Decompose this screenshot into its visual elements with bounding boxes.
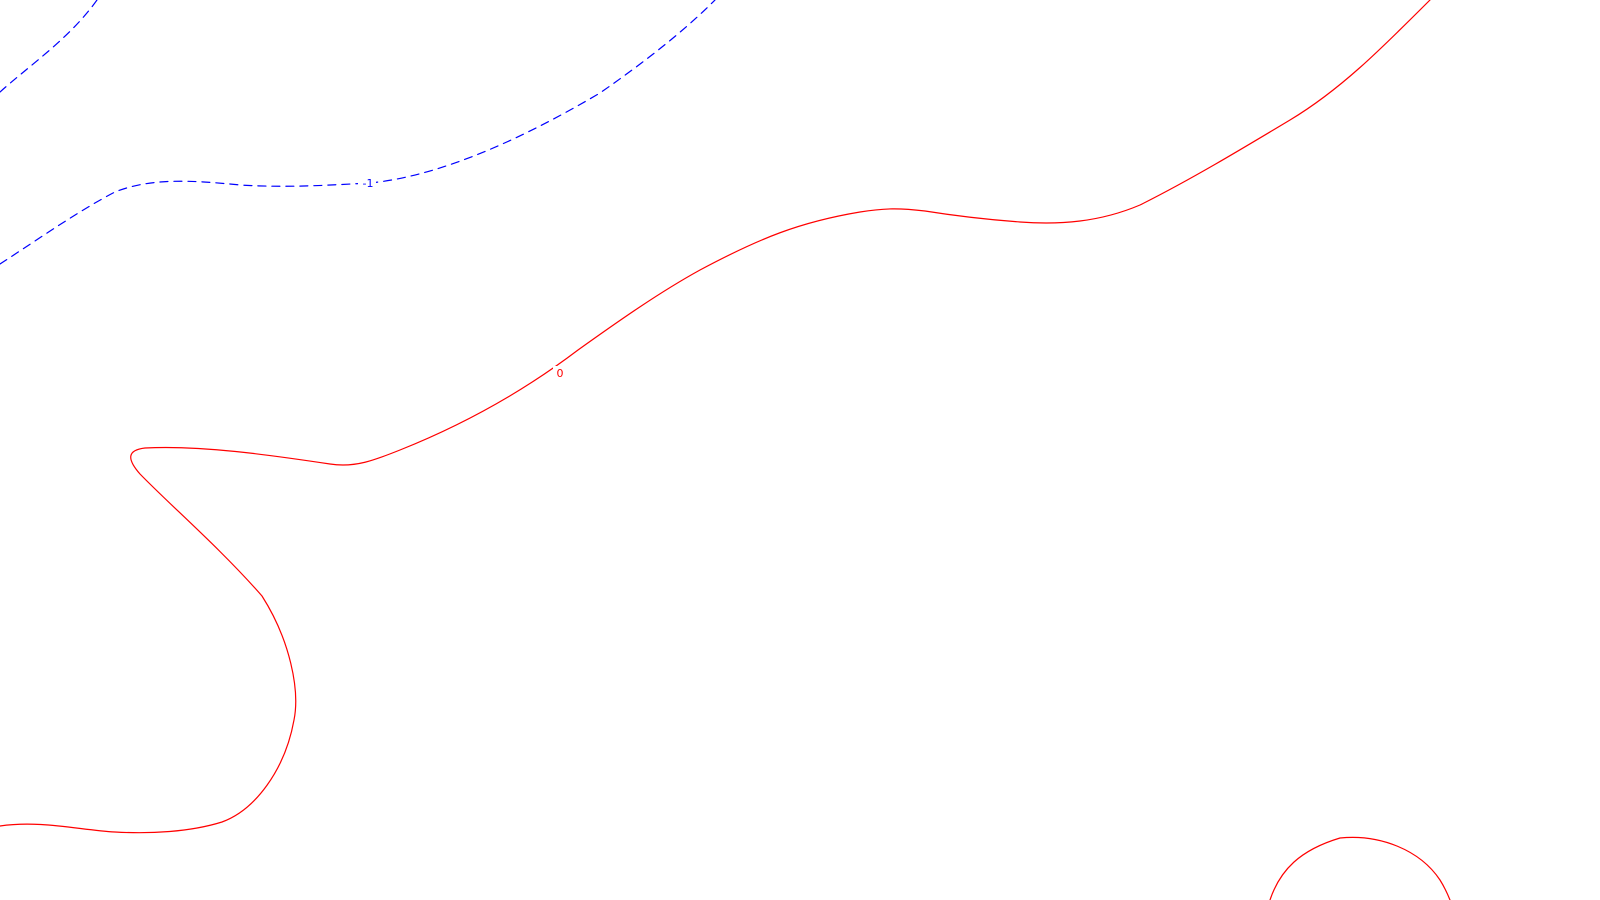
contour-line-0-main (0, 0, 1431, 834)
contour-group-0: 0 (0, 0, 1451, 900)
contour-label-0: 0 (557, 367, 564, 380)
contour-line-minus-1-upper (0, 0, 98, 93)
contour-group-minus-1: -1 (0, 0, 716, 265)
contour-label-bg-0 (553, 366, 567, 380)
contour-line-minus-1-main (0, 0, 716, 265)
contour-label-bg-minus-1 (358, 176, 376, 190)
contour-label-minus-1: -1 (363, 177, 374, 190)
contour-line-0-closed-bottom (1269, 836, 1451, 900)
